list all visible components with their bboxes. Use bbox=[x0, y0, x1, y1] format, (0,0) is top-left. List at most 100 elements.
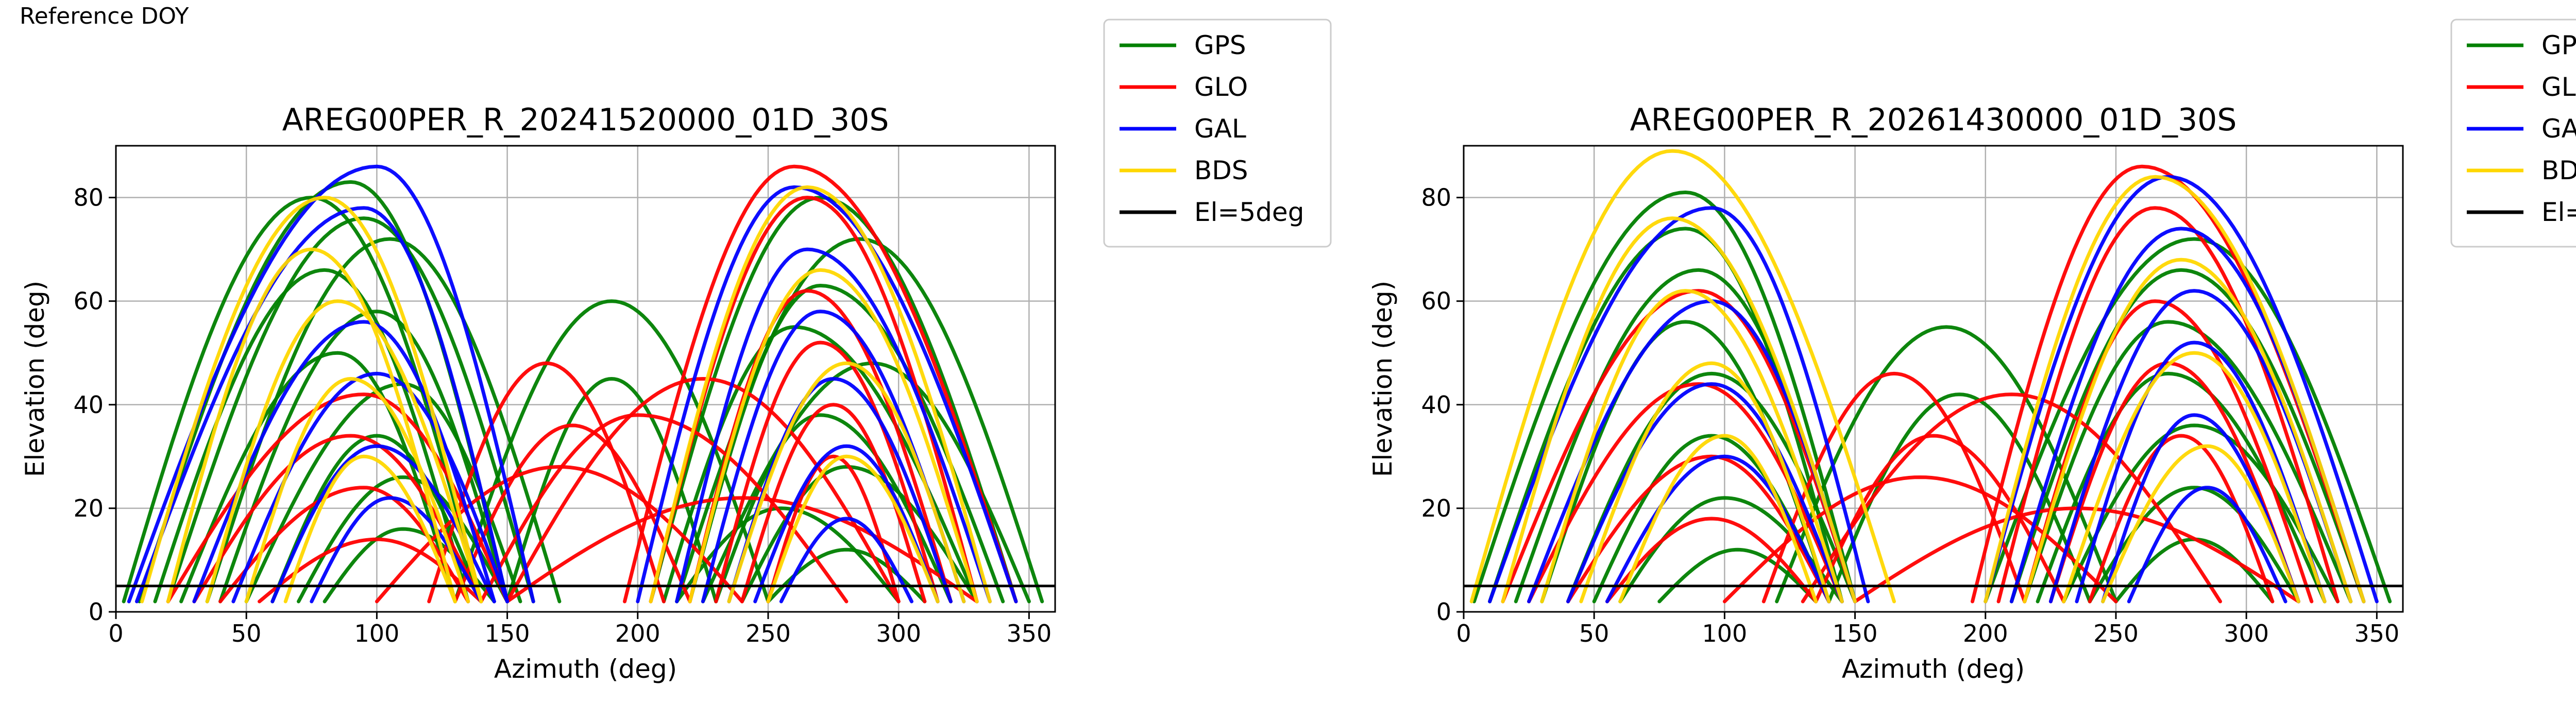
legend-label: BDS bbox=[1194, 156, 1248, 185]
satellite-pass-gps bbox=[453, 299, 770, 604]
satellite-pass-gps bbox=[1472, 191, 1857, 604]
satellite-pass-glo bbox=[2088, 434, 2275, 604]
y-tick-label: 20 bbox=[1421, 494, 1451, 522]
satellite-pass-glo bbox=[427, 361, 666, 604]
y-tick-label: 0 bbox=[1436, 598, 1451, 626]
satellite-pass-gal bbox=[127, 164, 535, 604]
x-tick-label: 250 bbox=[745, 620, 791, 647]
satellite-pass-glo bbox=[1501, 289, 1857, 604]
satellite-pass-gal bbox=[636, 185, 1018, 604]
satellite-pass-glo bbox=[714, 340, 940, 604]
y-tick-label: 40 bbox=[73, 391, 104, 419]
y-tick-label: 40 bbox=[1421, 391, 1451, 419]
satellite-pass-gps bbox=[675, 506, 901, 604]
satellite-pass-glo bbox=[1814, 434, 2066, 604]
legend-box bbox=[2450, 19, 2576, 248]
x-tick-label: 100 bbox=[354, 620, 399, 647]
x-tick-label: 0 bbox=[108, 620, 123, 647]
satellite-pass-bds bbox=[1984, 175, 2366, 604]
passes-layer bbox=[122, 164, 1044, 604]
x-tick-label: 350 bbox=[1006, 620, 1052, 647]
satellite-pass-bds bbox=[2023, 258, 2353, 604]
satellite-pass-gal bbox=[779, 517, 913, 604]
y-tick-label: 60 bbox=[1421, 287, 1451, 315]
satellite-pass-gal bbox=[1984, 175, 2379, 604]
legend-label: BDS bbox=[2541, 156, 2576, 185]
satellite-pass-gps bbox=[688, 284, 1005, 604]
satellite-pass-gal bbox=[753, 444, 940, 604]
satellite-pass-gal bbox=[1566, 382, 1844, 604]
satellite-pass-bds bbox=[283, 454, 457, 604]
x-tick-label: 300 bbox=[2224, 620, 2269, 647]
legend-label: El=5deg bbox=[2541, 197, 2576, 227]
figure-title: Reference DOY bbox=[20, 3, 189, 29]
legend-label: GAL bbox=[1194, 114, 1246, 144]
legend: GPS GLO GAL BDS El=5deg bbox=[2450, 19, 2576, 248]
satellite-pass-bds bbox=[244, 377, 470, 604]
plot-frame bbox=[1463, 145, 2404, 613]
legend-label: GLO bbox=[2541, 72, 2576, 102]
satellite-pass-bds bbox=[649, 185, 992, 604]
x-tick-label: 200 bbox=[615, 620, 660, 647]
legend-label: GPS bbox=[2541, 30, 2576, 60]
x-tick-label: 300 bbox=[876, 620, 921, 647]
y-tick-label: 0 bbox=[89, 598, 104, 626]
satellite-pass-gps bbox=[1984, 237, 2392, 604]
chart-title: AREG00PER_R_20261430000_01D_30S bbox=[1630, 102, 2237, 138]
satellite-pass-gps bbox=[270, 434, 483, 604]
satellite-pass-bds bbox=[1469, 149, 1896, 604]
satellite-pass-glo bbox=[505, 377, 901, 604]
satellite-pass-glo bbox=[453, 423, 692, 604]
satellite-pass-gps bbox=[166, 216, 535, 604]
satellite-pass-glo bbox=[479, 413, 849, 604]
satellite-pass-gps bbox=[179, 351, 457, 604]
x-tick-label: 200 bbox=[1963, 620, 2008, 647]
satellite-pass-gal bbox=[2075, 340, 2327, 604]
satellite-pass-gps bbox=[297, 475, 510, 604]
satellite-pass-gps bbox=[740, 465, 979, 604]
satellite-pass-glo bbox=[505, 496, 979, 604]
x-axis-label: Azimuth (deg) bbox=[494, 654, 677, 684]
x-tick-label: 250 bbox=[2093, 620, 2139, 647]
chart-title: AREG00PER_R_20241520000_01D_30S bbox=[282, 102, 889, 138]
satellite-pass-bds bbox=[766, 454, 940, 604]
satellite-pass-gps bbox=[766, 547, 927, 604]
satellite-pass-gps bbox=[714, 413, 953, 604]
satellite-pass-gal bbox=[270, 444, 496, 604]
satellite-pass-gal bbox=[675, 247, 992, 604]
satellite-pass-gal bbox=[2101, 413, 2300, 604]
x-tick-label: 50 bbox=[1579, 620, 1609, 647]
x-tick-label: 0 bbox=[1456, 620, 1471, 647]
legend-label: GAL bbox=[2541, 114, 2576, 144]
satellite-pass-bds bbox=[2062, 351, 2327, 604]
y-axis-label: Elevation (deg) bbox=[20, 281, 50, 477]
chart-2: 0 50 100 150 200 250 300 350 0 20 40 60 80 AREG00PER_… bbox=[1368, 19, 2576, 684]
satellite-pass-bds bbox=[166, 247, 457, 604]
chart-1: 0 50 100 150 200 250 300 350 0 20 40 60 80 AREG00PER_… bbox=[20, 19, 1332, 684]
legend-box bbox=[1103, 19, 1332, 248]
satellite-pass-bds bbox=[140, 196, 483, 604]
y-tick-label: 20 bbox=[73, 494, 104, 522]
satellite-pass-bds bbox=[205, 299, 483, 604]
plot-frame bbox=[115, 145, 1056, 613]
satellite-pass-bds bbox=[1540, 289, 1844, 604]
x-tick-label: 50 bbox=[231, 620, 262, 647]
passes-layer bbox=[1469, 149, 2392, 604]
satellite-pass-bds bbox=[727, 361, 966, 604]
satellite-pass-glo bbox=[1722, 475, 2118, 604]
satellite-pass-bds bbox=[1579, 361, 1831, 604]
legend-label: El=5deg bbox=[1194, 197, 1304, 227]
satellite-pass-gps bbox=[505, 377, 718, 604]
satellite-pass-glo bbox=[192, 434, 483, 604]
y-axis-label: Elevation (deg) bbox=[1368, 281, 1398, 477]
legend-label: GPS bbox=[1194, 30, 1246, 60]
satellite-pass-gps bbox=[2062, 423, 2340, 604]
satellite-pass-gps bbox=[2023, 320, 2353, 604]
satellite-pass-gal bbox=[135, 206, 510, 604]
legend: GPS GLO GAL BDS El=5deg bbox=[1103, 19, 1332, 248]
y-tick-label: 80 bbox=[1421, 184, 1451, 212]
legend-label: GLO bbox=[1194, 72, 1248, 102]
y-tick-label: 60 bbox=[73, 287, 104, 315]
satellite-pass-gal bbox=[1605, 454, 1831, 604]
x-tick-label: 100 bbox=[1702, 620, 1747, 647]
